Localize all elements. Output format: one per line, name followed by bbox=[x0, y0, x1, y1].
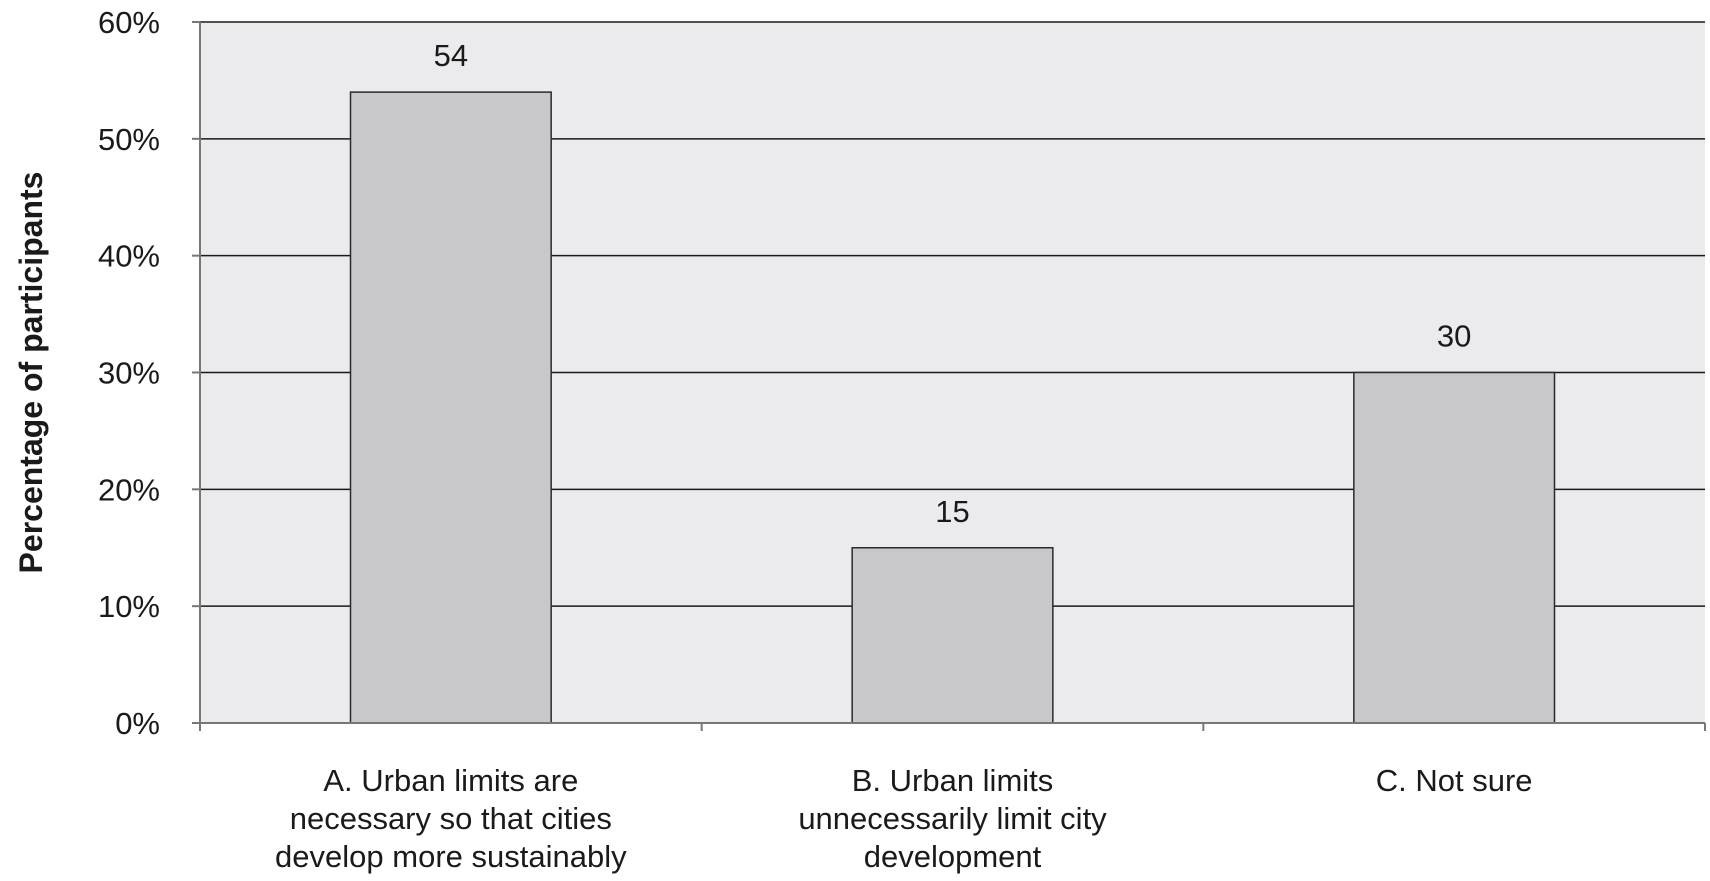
data-labels: 54 15 30 bbox=[434, 38, 1472, 529]
y-axis-title: Percentage of participants bbox=[13, 172, 49, 574]
x-category-label-line: unnecessarily limit city bbox=[798, 801, 1107, 836]
x-category-label-line: development bbox=[864, 839, 1042, 874]
bars bbox=[349, 91, 1556, 724]
y-tick-label: 40% bbox=[98, 239, 160, 274]
x-category-label-line: A. Urban limits are bbox=[323, 763, 578, 798]
x-category-label-line: B. Urban limits bbox=[852, 763, 1054, 798]
y-tick-label: 50% bbox=[98, 122, 160, 157]
y-tick-label: 10% bbox=[98, 589, 160, 624]
data-label: 30 bbox=[1437, 319, 1471, 354]
x-category-label: A. Urban limits are necessary so that cit… bbox=[275, 763, 627, 874]
bar bbox=[349, 91, 552, 724]
x-category-labels: A. Urban limits are necessary so that cit… bbox=[275, 763, 1532, 874]
y-tick-label: 60% bbox=[98, 5, 160, 40]
axes bbox=[192, 21, 1706, 731]
x-category-label: C. Not sure bbox=[1376, 763, 1533, 798]
y-tick-label: 0% bbox=[115, 706, 160, 741]
x-category-label-line: C. Not sure bbox=[1376, 763, 1533, 798]
x-category-label-line: necessary so that cities bbox=[290, 801, 612, 836]
data-label: 15 bbox=[935, 494, 969, 529]
data-label: 54 bbox=[434, 38, 468, 73]
x-category-label: B. Urban limits unnecessarily limit city d… bbox=[798, 763, 1107, 874]
x-category-label-line: develop more sustainably bbox=[275, 839, 627, 874]
bar bbox=[1353, 371, 1556, 724]
y-tick-labels: 0% 10% 20% 30% 40% 50% 60% bbox=[98, 5, 160, 741]
y-tick-label: 30% bbox=[98, 356, 160, 391]
bar bbox=[851, 547, 1054, 724]
y-tick-label: 20% bbox=[98, 472, 160, 507]
